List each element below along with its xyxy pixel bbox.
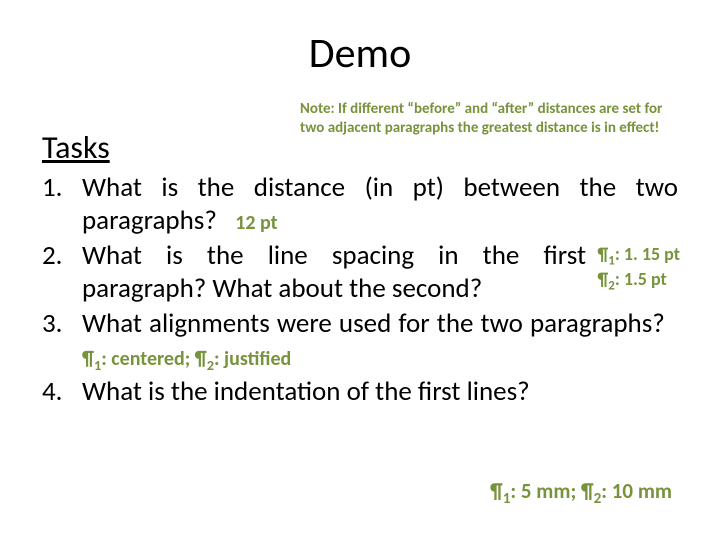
- item-body: What alignments were used for the two pa…: [82, 307, 665, 340]
- item-number: 3.: [42, 308, 82, 375]
- list-item: 2. What is the line spacing in the first…: [42, 240, 678, 306]
- answer-inline: ¶1: centered; ¶2: justified: [82, 347, 291, 371]
- slide-title: Demo: [0, 28, 720, 79]
- list-item: 3. What alignments were used for the two…: [42, 308, 678, 375]
- slide: Demo Tasks Note: If different “before” a…: [0, 0, 720, 540]
- list-item: 1. What is the distance (in pt) between …: [42, 172, 678, 238]
- note-text: Note: If different “before” and “after” …: [300, 100, 680, 138]
- item-text: What is the indentation of the first lin…: [82, 376, 678, 409]
- item-body: What is the line spacing in the first pa…: [82, 239, 586, 305]
- item-body: What is the indentation of the first lin…: [82, 375, 530, 408]
- tasks-heading: Tasks: [42, 128, 110, 167]
- answer-bottom: ¶1: 5 mm; ¶2: 10 mm: [490, 478, 672, 508]
- task-list: 1. What is the distance (in pt) between …: [42, 172, 678, 411]
- item-number: 2.: [42, 240, 82, 306]
- item-number: 1.: [42, 172, 82, 238]
- item-text: What alignments were used for the two pa…: [82, 308, 678, 375]
- list-item: 4. What is the indentation of the first …: [42, 376, 678, 409]
- answer-side: ¶1: 1. 15 pt ¶2: 1.5 pt: [597, 244, 680, 294]
- answer-line-1: ¶1: 1. 15 pt: [597, 244, 680, 269]
- answer-inline: 12 pt: [235, 211, 277, 235]
- item-body: What is the distance (in pt) between the…: [82, 171, 678, 237]
- item-number: 4.: [42, 376, 82, 409]
- answer-line-2: ¶2: 1.5 pt: [597, 269, 680, 294]
- item-text: What is the distance (in pt) between the…: [82, 172, 678, 238]
- item-text: What is the line spacing in the first pa…: [82, 240, 678, 306]
